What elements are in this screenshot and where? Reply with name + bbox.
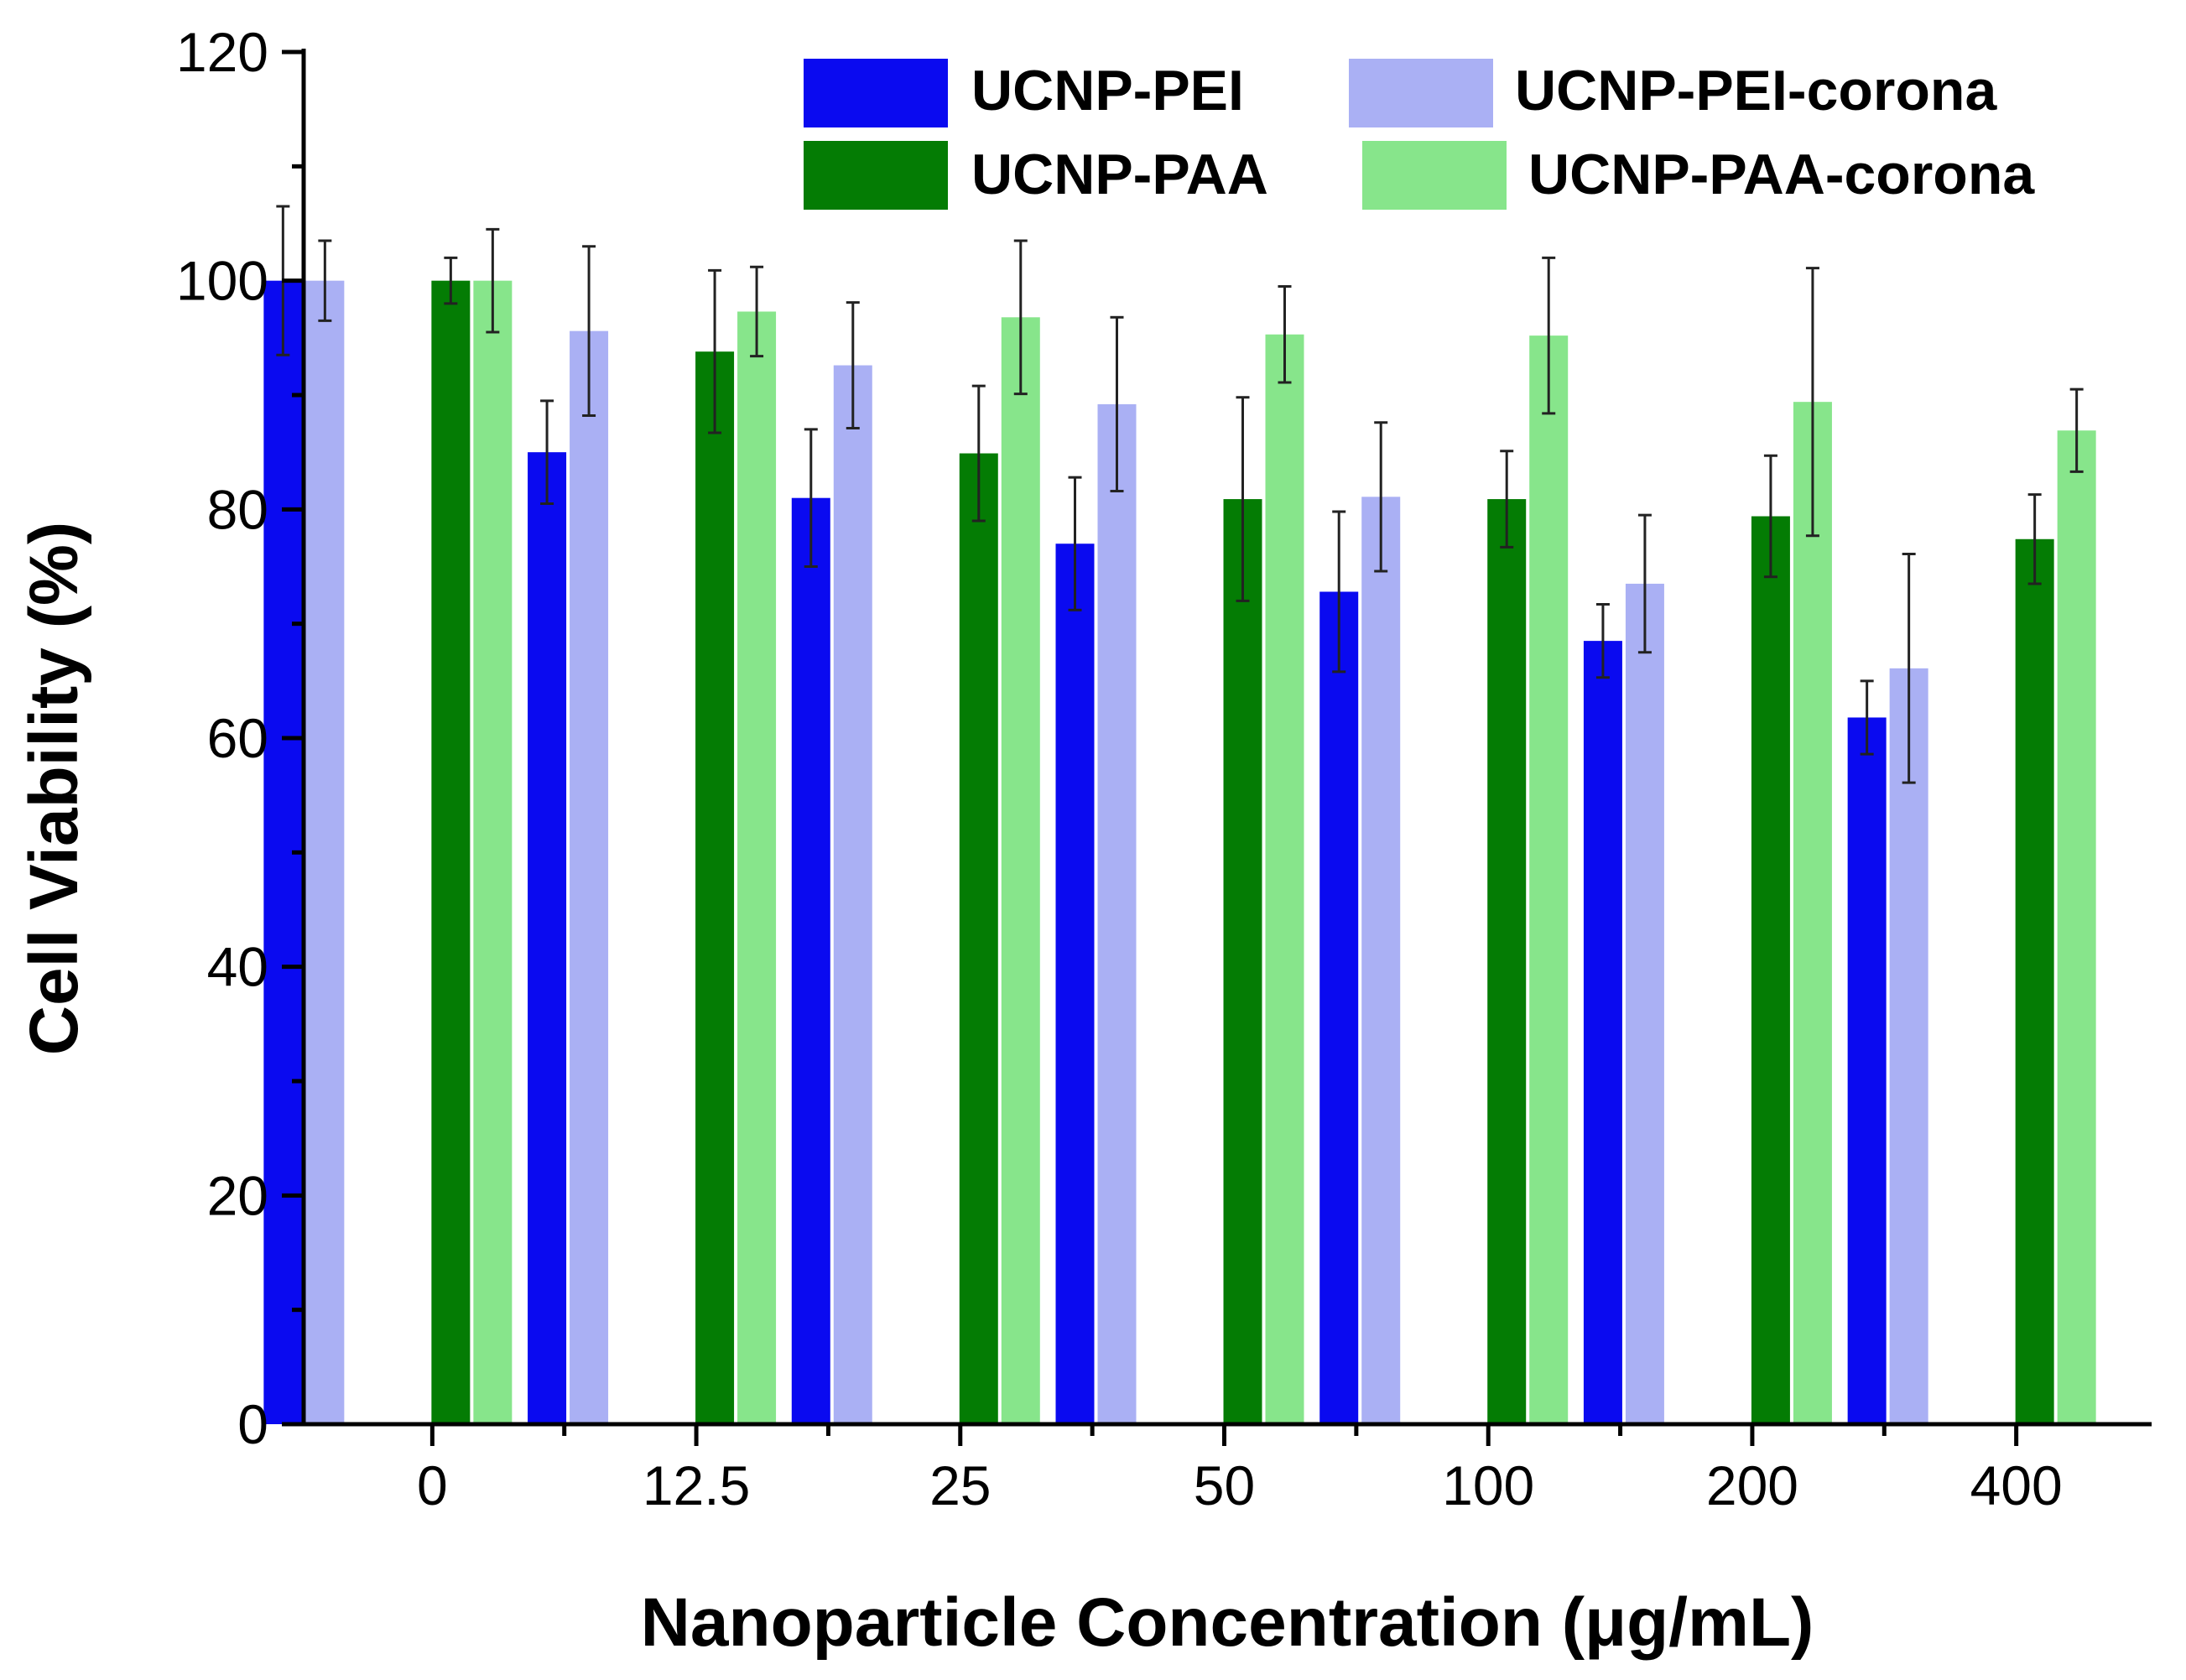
bar-2-3 [1223, 499, 1262, 1424]
bar-3-3 [1265, 334, 1304, 1424]
bar-3-4 [1529, 335, 1569, 1424]
axes-layer: 0 20 40 60 80 100 120 0 12.5 25 50 100 200 400 [176, 21, 2152, 1516]
legend: UCNP-PEI UCNP-PEI-corona UCNP-PAA UCNP-PAA-… [804, 59, 2035, 210]
bar-3-1 [737, 311, 777, 1424]
bar-1-0 [305, 280, 345, 1425]
x-axis-title: Nanoparticle Concentration (μg/mL) [641, 1584, 1814, 1661]
x-tick-label-3: 50 [1194, 1454, 1255, 1516]
bar-2-5 [1751, 516, 1790, 1424]
bar-2-6 [2015, 538, 2054, 1424]
bar-1-4 [1361, 497, 1401, 1424]
bar-2-4 [1487, 499, 1527, 1424]
bar-0-1 [528, 452, 567, 1424]
y-tick-label-40: 40 [207, 936, 268, 998]
bar-3-2 [1001, 317, 1040, 1424]
y-tick-label-60: 60 [207, 707, 268, 769]
legend-swatch-3 [1362, 141, 1507, 210]
legend-swatch-2 [804, 141, 948, 210]
y-tick-label-20: 20 [207, 1164, 268, 1226]
bar-0-6 [1847, 717, 1887, 1424]
y-tick-label-120: 120 [176, 21, 268, 83]
legend-swatch-0 [804, 59, 948, 127]
x-tick-label-1: 12.5 [643, 1454, 750, 1516]
x-tick-label-0: 0 [417, 1454, 448, 1516]
bar-2-2 [959, 453, 998, 1424]
bar-0-3 [1055, 544, 1095, 1424]
legend-label-0: UCNP-PEI [971, 59, 1244, 122]
bar-1-5 [1625, 583, 1664, 1424]
bar-3-6 [2057, 430, 2096, 1424]
bar-1-1 [570, 330, 609, 1424]
x-tick-label-4: 100 [1442, 1454, 1534, 1516]
legend-label-2: UCNP-PAA [971, 143, 1268, 206]
x-tick-label-5: 200 [1706, 1454, 1798, 1516]
bars-layer [263, 205, 2096, 1425]
bar-0-5 [1583, 641, 1622, 1424]
bar-2-1 [695, 351, 735, 1424]
bar-2-0 [431, 280, 471, 1425]
legend-swatch-1 [1349, 59, 1493, 127]
y-tick-label-0: 0 [237, 1393, 268, 1455]
bar-3-0 [473, 280, 513, 1425]
bar-3-5 [1793, 402, 1832, 1425]
x-tick-label-6: 400 [1970, 1454, 2063, 1516]
legend-item-0: UCNP-PEI [804, 59, 1244, 127]
bar-1-2 [833, 365, 872, 1424]
legend-item-2: UCNP-PAA [804, 141, 1268, 210]
legend-item-1: UCNP-PEI-corona [1349, 59, 1997, 127]
bar-0-4 [1319, 591, 1359, 1424]
y-tick-label-80: 80 [207, 478, 268, 540]
legend-item-3: UCNP-PAA-corona [1362, 141, 2035, 210]
bar-0-2 [791, 497, 830, 1425]
legend-label-3: UCNP-PAA-corona [1528, 143, 2035, 206]
y-axis-title: Cell Viability (%) [16, 522, 92, 1055]
legend-label-1: UCNP-PEI-corona [1515, 59, 1997, 122]
bar-1-3 [1097, 403, 1137, 1424]
x-tick-label-2: 25 [929, 1454, 991, 1516]
y-tick-label-100: 100 [176, 250, 268, 312]
bar-1-6 [1889, 668, 1928, 1424]
